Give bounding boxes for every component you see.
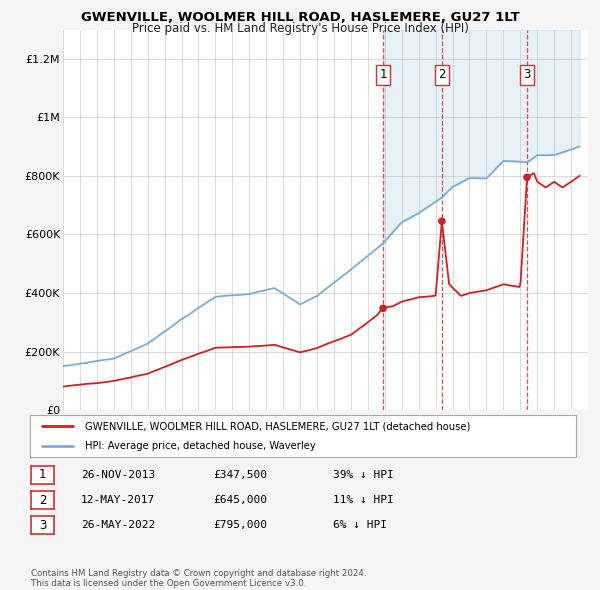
Text: £795,000: £795,000 [213,520,267,530]
Point [378,304,388,313]
Text: GWENVILLE, WOOLMER HILL ROAD, HASLEMERE, GU27 1LT: GWENVILLE, WOOLMER HILL ROAD, HASLEMERE,… [80,11,520,24]
Text: GWENVILLE, WOOLMER HILL ROAD, HASLEMERE, GU27 1LT (detached house): GWENVILLE, WOOLMER HILL ROAD, HASLEMERE,… [85,421,470,431]
Text: 2: 2 [39,494,46,507]
Text: HPI: Average price, detached house, Waverley: HPI: Average price, detached house, Wave… [85,441,316,451]
Text: 3: 3 [523,68,531,81]
Text: Price paid vs. HM Land Registry's House Price Index (HPI): Price paid vs. HM Land Registry's House … [131,22,469,35]
Text: 26-NOV-2013: 26-NOV-2013 [81,470,155,480]
Text: 26-MAY-2022: 26-MAY-2022 [81,520,155,530]
Point [437,217,446,226]
Point [522,173,532,182]
Text: 1: 1 [39,468,46,481]
Text: 2: 2 [438,68,446,81]
Text: 3: 3 [39,519,46,532]
Text: £645,000: £645,000 [213,496,267,505]
Text: £347,500: £347,500 [213,470,267,480]
Text: 11% ↓ HPI: 11% ↓ HPI [333,496,394,505]
Text: 39% ↓ HPI: 39% ↓ HPI [333,470,394,480]
Text: 1: 1 [379,68,387,81]
Text: 6% ↓ HPI: 6% ↓ HPI [333,520,387,530]
Text: Contains HM Land Registry data © Crown copyright and database right 2024.
This d: Contains HM Land Registry data © Crown c… [31,569,367,588]
Text: 12-MAY-2017: 12-MAY-2017 [81,496,155,505]
